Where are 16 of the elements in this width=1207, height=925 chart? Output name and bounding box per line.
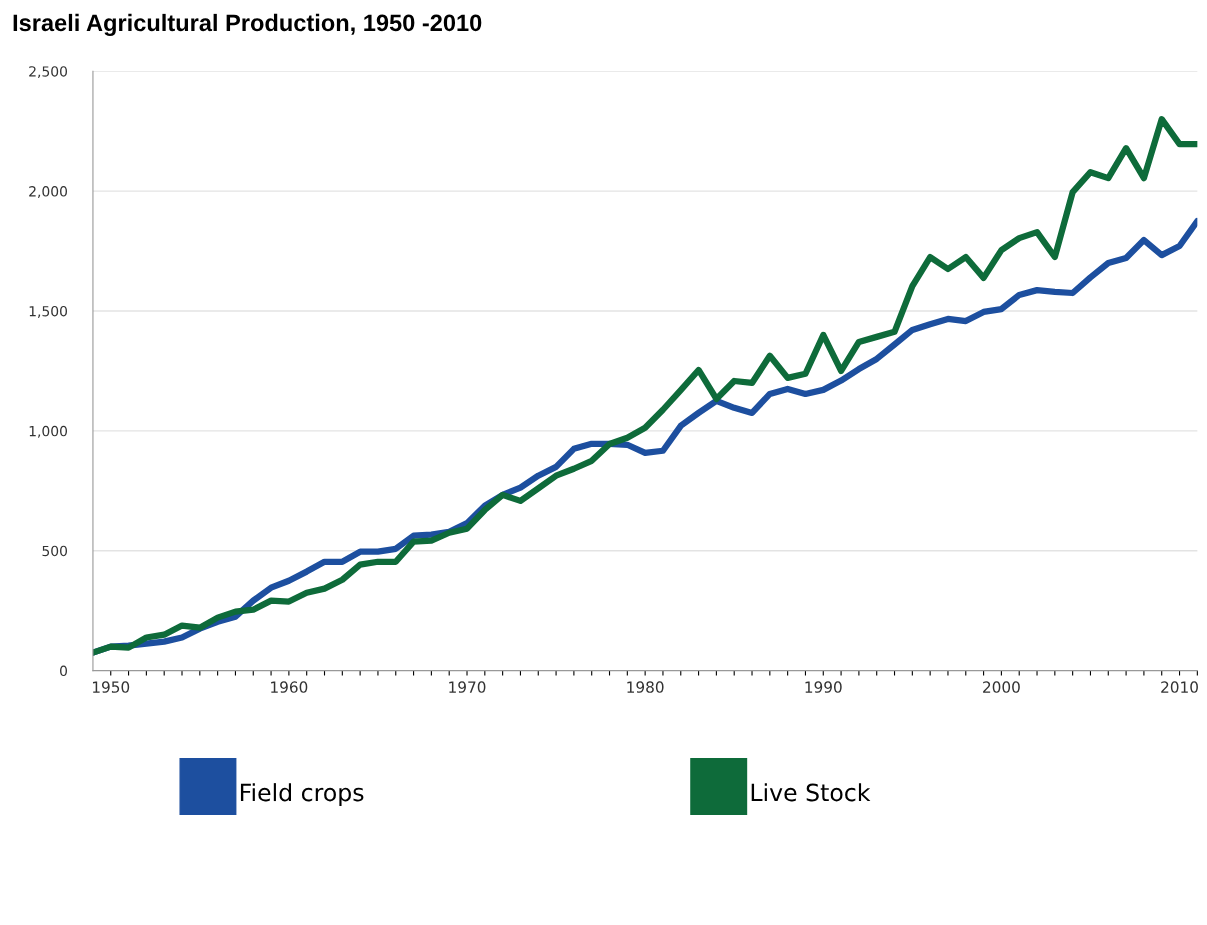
chart-title: Israeli Agricultural Production, 1950 -2010 bbox=[13, 13, 482, 36]
legend-label: Live Stock bbox=[751, 783, 871, 802]
x-tick-label: 2000 bbox=[983, 681, 1020, 693]
y-tick-label: 500 bbox=[42, 545, 68, 557]
y-tick-label: 1,000 bbox=[29, 425, 68, 438]
y-tick-label: 1,500 bbox=[29, 305, 68, 318]
y-tick-label: 2,000 bbox=[29, 186, 68, 198]
y-tick-label: 0 bbox=[60, 665, 68, 677]
legend-label: Field crops bbox=[240, 783, 364, 806]
x-tick-label: 2010 bbox=[1161, 681, 1198, 693]
x-tick-label: 1990 bbox=[805, 681, 842, 693]
y-tick-label: 2,500 bbox=[29, 66, 68, 79]
x-tick-label: 1950 bbox=[92, 681, 130, 693]
x-tick-label: 1980 bbox=[627, 681, 664, 693]
x-tick-label: 1970 bbox=[449, 681, 486, 693]
x-tick-label: 1960 bbox=[271, 681, 308, 693]
